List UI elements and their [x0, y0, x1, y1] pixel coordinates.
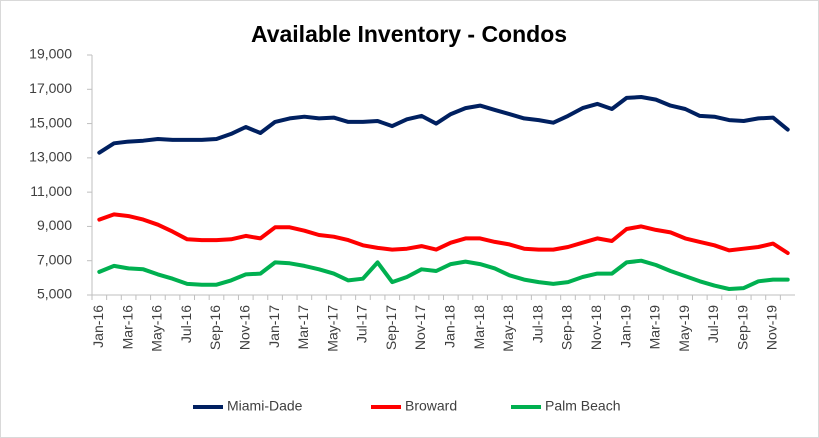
- y-tick-label: 5,000: [37, 286, 72, 302]
- x-tick-label: Sep-17: [383, 305, 399, 350]
- x-tick-label: May-17: [324, 305, 340, 352]
- legend-label: Palm Beach: [545, 398, 620, 414]
- chart-title: Available Inventory - Condos: [251, 21, 567, 47]
- y-tick-label: 19,000: [29, 46, 72, 62]
- y-tick-label: 11,000: [30, 183, 72, 199]
- legend-label: Miami-Dade: [227, 398, 303, 414]
- series-line: [97, 258, 790, 291]
- y-tick-label: 13,000: [29, 149, 72, 165]
- y-tick-label: 7,000: [37, 251, 72, 267]
- x-tick-label: Sep-16: [207, 305, 223, 350]
- series-line: [97, 212, 790, 255]
- x-tick-label: Jul-16: [178, 305, 194, 343]
- y-tick-label: 15,000: [29, 114, 72, 130]
- x-tick-label: Jan-19: [617, 305, 633, 348]
- x-tick-label: Jan-16: [90, 305, 106, 348]
- x-tick-label: Jul-18: [529, 305, 545, 343]
- x-tick-label: May-18: [500, 305, 516, 352]
- y-tick-label: 17,000: [29, 80, 72, 96]
- x-tick-label: May-19: [676, 305, 692, 352]
- x-tick-label: Mar-18: [471, 305, 487, 350]
- x-tick-label: Mar-16: [119, 305, 135, 350]
- y-tick-label: 9,000: [37, 217, 72, 233]
- series-line: [97, 95, 790, 155]
- x-tick-label: Jul-17: [354, 305, 370, 343]
- x-tick-label: Mar-19: [647, 305, 663, 350]
- x-tick-label: Jul-19: [705, 305, 721, 343]
- x-tick-label: Nov-17: [412, 305, 428, 350]
- legend-label: Broward: [405, 398, 457, 414]
- x-tick-label: May-16: [149, 305, 165, 352]
- x-tick-label: Mar-17: [295, 305, 311, 350]
- x-tick-label: Nov-18: [588, 305, 604, 350]
- x-tick-label: Nov-19: [764, 305, 780, 350]
- x-tick-label: Sep-19: [734, 305, 750, 350]
- x-tick-label: Nov-16: [236, 305, 252, 350]
- x-tick-label: Jan-18: [442, 305, 458, 348]
- x-tick-label: Sep-18: [559, 305, 575, 350]
- x-tick-label: Jan-17: [266, 305, 282, 348]
